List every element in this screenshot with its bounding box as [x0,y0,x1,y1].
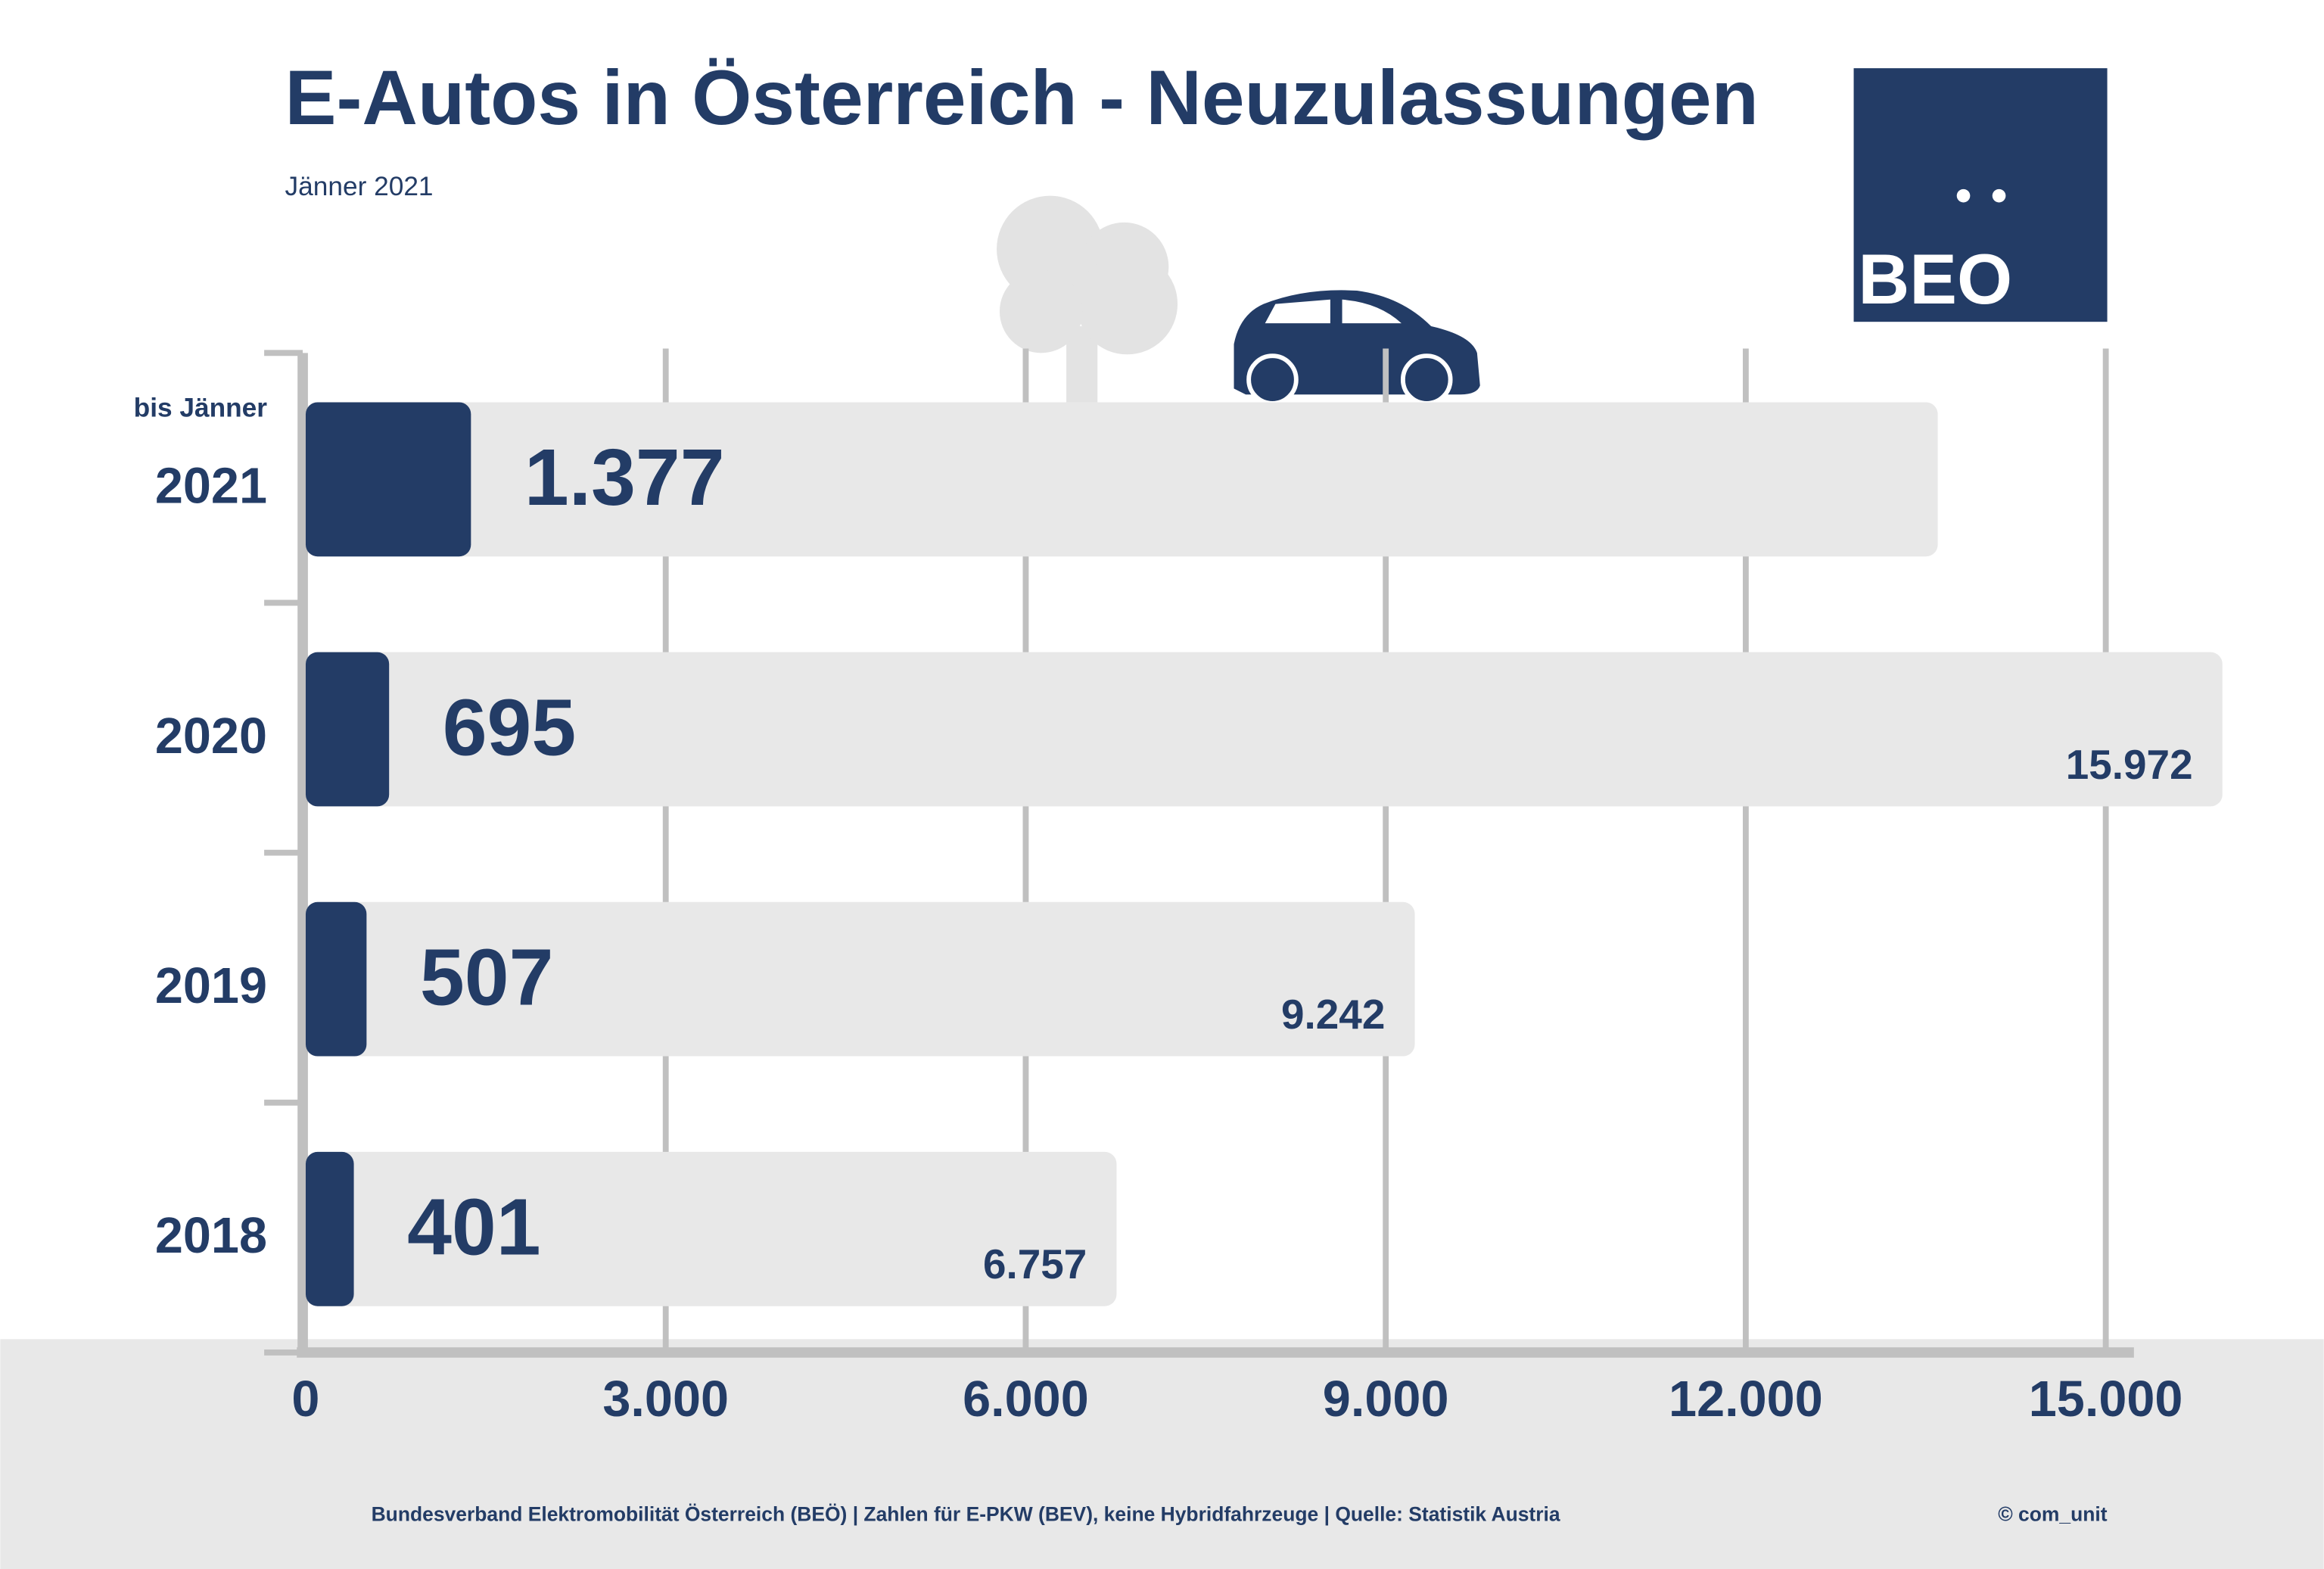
total-bar [305,901,1415,1057]
bar [305,901,367,1057]
value-label: 1.377 [524,433,725,522]
logo-dot [1956,188,1971,203]
chart-title: E-Autos in Österreich - Neuzulassungen [285,54,1759,141]
value-label: 401 [407,1183,541,1272]
x-tick-label: 12.000 [1669,1371,1823,1427]
logo: BEO [1853,68,2108,322]
total-bar [305,652,2223,807]
logo-dot [1992,188,2006,203]
x-tick-label: 15.000 [2029,1371,2183,1427]
total-label: 15.972 [2066,741,2193,788]
total-bar [305,1151,1117,1306]
bar [305,402,471,557]
total-label: 6.757 [983,1241,1087,1287]
value-label: 695 [443,683,577,772]
y-tick-label: 2021 [155,459,267,515]
x-tick-label: 0 [291,1371,319,1427]
y-tick-label: 2020 [155,708,267,764]
logo-box [1853,68,2108,322]
credit: © com_unit [1998,1502,2108,1525]
y-tick-label: 2018 [155,1208,267,1264]
tree [997,195,1178,416]
total-label: 9.242 [1281,991,1385,1038]
total-bar [305,402,1938,557]
bar [305,1151,354,1306]
subtitle: Jänner 2021 [285,172,434,201]
x-tick-label: 9.000 [1323,1371,1449,1427]
x-tick-label: 6.000 [963,1371,1089,1427]
footer-band [0,1339,2324,1569]
footer: Bundesverband Elektromobilität Österreic… [372,1502,1560,1525]
x-tick-label: 3.000 [602,1371,729,1427]
category-note: bis Jänner [134,394,268,423]
value-label: 507 [420,932,554,1022]
car [1234,290,1480,406]
bar [305,652,390,807]
logo-text: BEO [1858,239,2012,319]
y-tick-label: 2019 [155,958,267,1014]
